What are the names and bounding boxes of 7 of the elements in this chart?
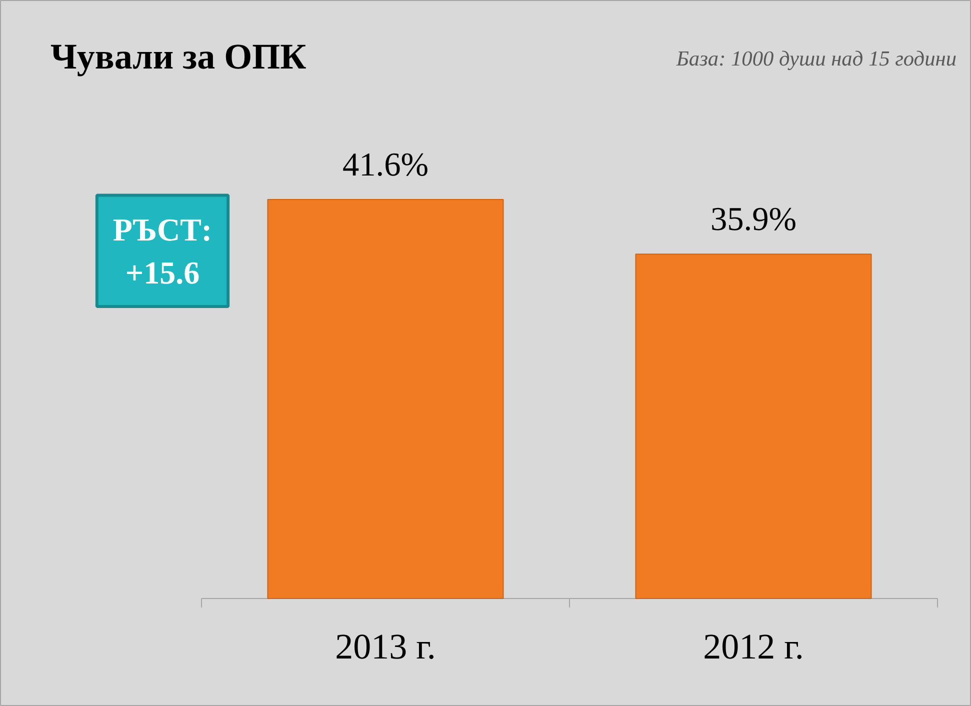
annotation: РЪСТ: +15.6 bbox=[112, 211, 212, 290]
chart-title: Чували за ОПК bbox=[50, 36, 306, 76]
chart-subtitle: База: 1000 души над 15 години bbox=[675, 46, 957, 70]
data-label: 41.6% bbox=[342, 146, 429, 184]
x-tick-label: 2013 г. bbox=[335, 626, 436, 666]
x-tick-label: 2012 г. bbox=[703, 626, 804, 666]
data-label: 35.9% bbox=[710, 201, 797, 238]
